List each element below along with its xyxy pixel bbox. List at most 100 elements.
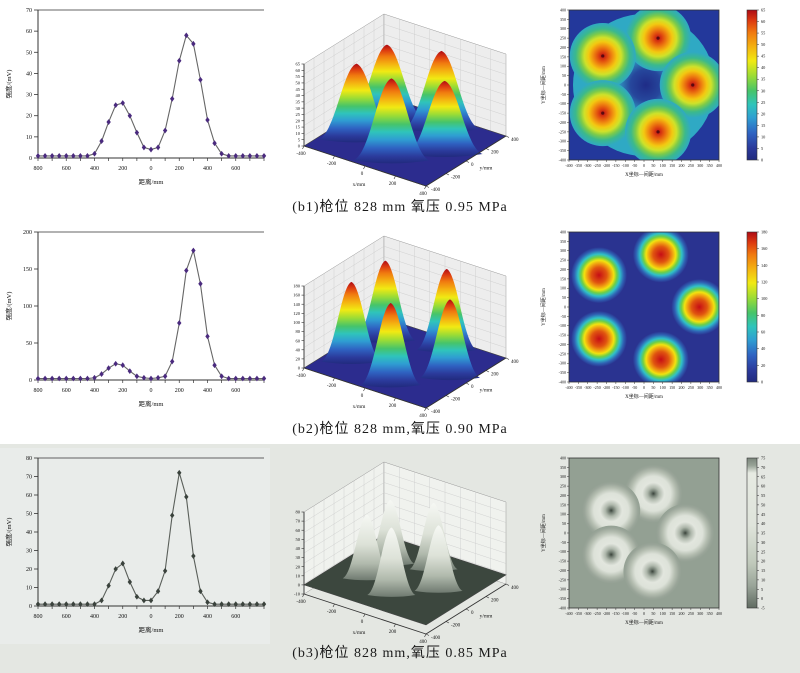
svg-text:40: 40 (296, 546, 301, 551)
surface-plot: -10 0 10 20 30 40 50 60 70 80 -400 -200 0 200 400 -400 -… (294, 461, 519, 644)
svg-text:20: 20 (761, 111, 765, 116)
svg-text:距离/mm: 距离/mm (139, 399, 164, 408)
svg-text:20: 20 (296, 564, 301, 569)
svg-text:Y坐标—间距/mm: Y坐标—间距/mm (540, 514, 547, 552)
svg-text:-400: -400 (559, 157, 566, 162)
svg-text:75: 75 (761, 456, 765, 461)
svg-text:350: 350 (707, 163, 713, 168)
svg-text:400: 400 (560, 7, 566, 12)
svg-text:50: 50 (562, 521, 566, 526)
svg-text:40: 40 (26, 530, 32, 536)
svg-text:70: 70 (26, 8, 32, 14)
svg-text:50: 50 (651, 163, 655, 168)
svg-text:0: 0 (471, 163, 474, 168)
svg-text:0: 0 (298, 144, 301, 149)
svg-text:200: 200 (679, 163, 685, 168)
svg-text:300: 300 (697, 611, 703, 616)
svg-text:50: 50 (26, 50, 32, 56)
svg-text:10: 10 (26, 586, 32, 592)
contour-b2-cell: -400 -400 -350 -350 -300 -300 -250 -250 -200 -200… (525, 222, 800, 418)
svg-text:300: 300 (560, 474, 566, 479)
svg-text:距离/mm: 距离/mm (139, 625, 164, 634)
svg-text:0: 0 (29, 378, 32, 384)
svg-text:35: 35 (761, 77, 765, 82)
svg-text:150: 150 (560, 54, 566, 59)
svg-text:30: 30 (761, 88, 765, 93)
svg-text:5: 5 (761, 146, 763, 151)
svg-text:20: 20 (761, 363, 765, 368)
svg-text:250: 250 (560, 258, 566, 263)
svg-text:0: 0 (298, 366, 301, 371)
line-chart-b3-cell: 0 10 20 30 40 50 60 70 80 800 600 400 200 0 200 400 600 距… (0, 448, 270, 644)
svg-text:0: 0 (564, 530, 566, 535)
svg-text:200: 200 (175, 166, 184, 172)
svg-text:-200: -200 (451, 398, 461, 403)
svg-text:200: 200 (118, 614, 127, 620)
svg-text:-50: -50 (632, 385, 637, 390)
svg-text:350: 350 (560, 239, 566, 244)
svg-text:45: 45 (761, 512, 765, 517)
svg-text:-400: -400 (559, 605, 566, 610)
svg-text:200: 200 (389, 404, 397, 409)
svg-text:-250: -250 (559, 577, 566, 582)
contour-plot: -400-400-350-350-300-300-250-250-200-200… (540, 229, 767, 400)
svg-text:-250: -250 (593, 163, 600, 168)
svg-text:45: 45 (761, 54, 765, 59)
svg-text:65: 65 (296, 62, 301, 67)
line-chart-b3: 0 10 20 30 40 50 60 70 80 800 600 400 200 0 200 400 600 距… (0, 448, 270, 644)
svg-text:-200: -200 (451, 176, 461, 181)
svg-text:-200: -200 (327, 384, 337, 389)
svg-text:-50: -50 (561, 540, 566, 545)
svg-text:10: 10 (26, 135, 32, 141)
caption-b3: (b3)枪位 828 mm,氧压 0.85 MPa (292, 646, 508, 661)
svg-text:200: 200 (23, 230, 32, 236)
svg-text:-200: -200 (559, 568, 566, 573)
contour-chart-b1: -400-400-350-350-300-300-250-250-200-200… (540, 7, 765, 178)
svg-text:-350: -350 (559, 148, 566, 153)
svg-text:200: 200 (175, 614, 184, 620)
svg-text:15: 15 (296, 125, 301, 130)
svg-text:40: 40 (296, 347, 301, 352)
surface-3d-b1-cell: 0 5 10 15 20 25 30 35 40 45 50 55 60 65 -400 -200 0 200 40… (270, 0, 525, 196)
svg-text:-150: -150 (612, 385, 619, 390)
svg-text:400: 400 (90, 388, 99, 394)
svg-text:-300: -300 (559, 587, 566, 592)
svg-text:X坐标—间距/mm: X坐标—间距/mm (625, 619, 663, 626)
svg-text:300: 300 (560, 26, 566, 31)
surface-3d-b2-cell: 0 20 40 60 80 100 120 140 160 180 -400 -200 0 200 400-… (270, 222, 525, 418)
svg-text:200: 200 (679, 611, 685, 616)
svg-text:-400: -400 (565, 611, 572, 616)
svg-text:10: 10 (761, 577, 765, 582)
svg-text:-300: -300 (559, 361, 566, 366)
svg-text:350: 350 (560, 465, 566, 470)
svg-text:30: 30 (26, 549, 32, 555)
svg-text:200: 200 (560, 493, 566, 498)
svg-text:-400: -400 (296, 152, 306, 157)
svg-text:400: 400 (203, 166, 212, 172)
svg-text:-250: -250 (559, 129, 566, 134)
line-plot: 0 10 20 30 40 50 60 70 800 600 400 200 0 200 400 600 距离/… (4, 8, 267, 186)
svg-text:-100: -100 (559, 323, 566, 328)
svg-text:-5: -5 (761, 606, 765, 611)
svg-text:160: 160 (761, 246, 767, 251)
svg-text:35: 35 (296, 99, 301, 104)
svg-text:-400: -400 (565, 163, 572, 168)
svg-text:200: 200 (679, 385, 685, 390)
svg-text:200: 200 (118, 388, 127, 394)
svg-text:60: 60 (761, 330, 765, 335)
svg-text:140: 140 (761, 263, 767, 268)
svg-text:45: 45 (296, 87, 301, 92)
line-chart-b2-cell: 0 50 100 150 200 800 600 400 200 0 200 400 600 距离/mm 强… (0, 222, 270, 418)
svg-text:200: 200 (389, 182, 397, 187)
svg-text:-100: -100 (559, 101, 566, 106)
svg-text:100: 100 (560, 512, 566, 517)
svg-text:-50: -50 (561, 314, 566, 319)
svg-text:250: 250 (688, 385, 694, 390)
svg-text:-200: -200 (451, 624, 461, 629)
svg-text:250: 250 (688, 611, 694, 616)
svg-text:25: 25 (761, 549, 765, 554)
svg-text:-100: -100 (559, 549, 566, 554)
svg-text:15: 15 (761, 568, 765, 573)
